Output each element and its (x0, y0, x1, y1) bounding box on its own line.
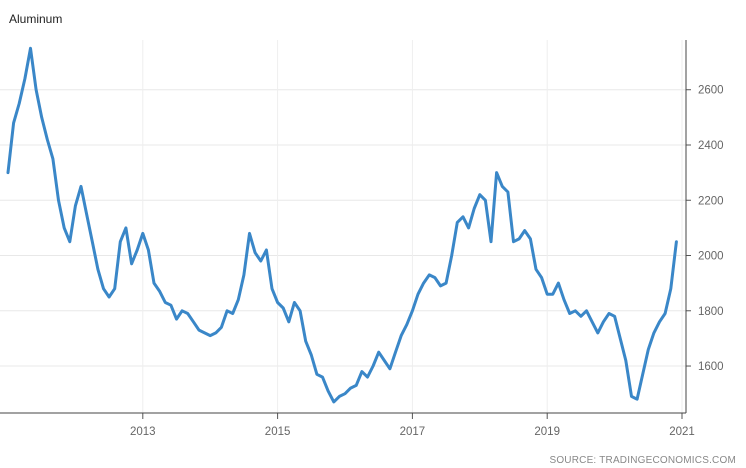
y-tick-label: 1800 (698, 306, 724, 318)
x-tick-label: 2015 (265, 426, 291, 438)
series-line (6, 46, 678, 404)
y-tick-label: 2400 (698, 140, 724, 152)
x-tick-label: 2017 (400, 426, 426, 438)
y-tick-label: 1600 (698, 361, 724, 373)
y-tick-label: 2000 (698, 251, 724, 263)
y-tick-label: 2200 (698, 195, 724, 207)
x-tick-label: 2021 (669, 426, 695, 438)
source-label: SOURCE: TRADINGECONOMICS.COM (549, 455, 736, 466)
y-tick-label: 2600 (698, 85, 724, 97)
x-tick-label: 2019 (534, 426, 560, 438)
x-tick-label: 2013 (130, 426, 156, 438)
chart-title: Aluminum (9, 12, 63, 26)
